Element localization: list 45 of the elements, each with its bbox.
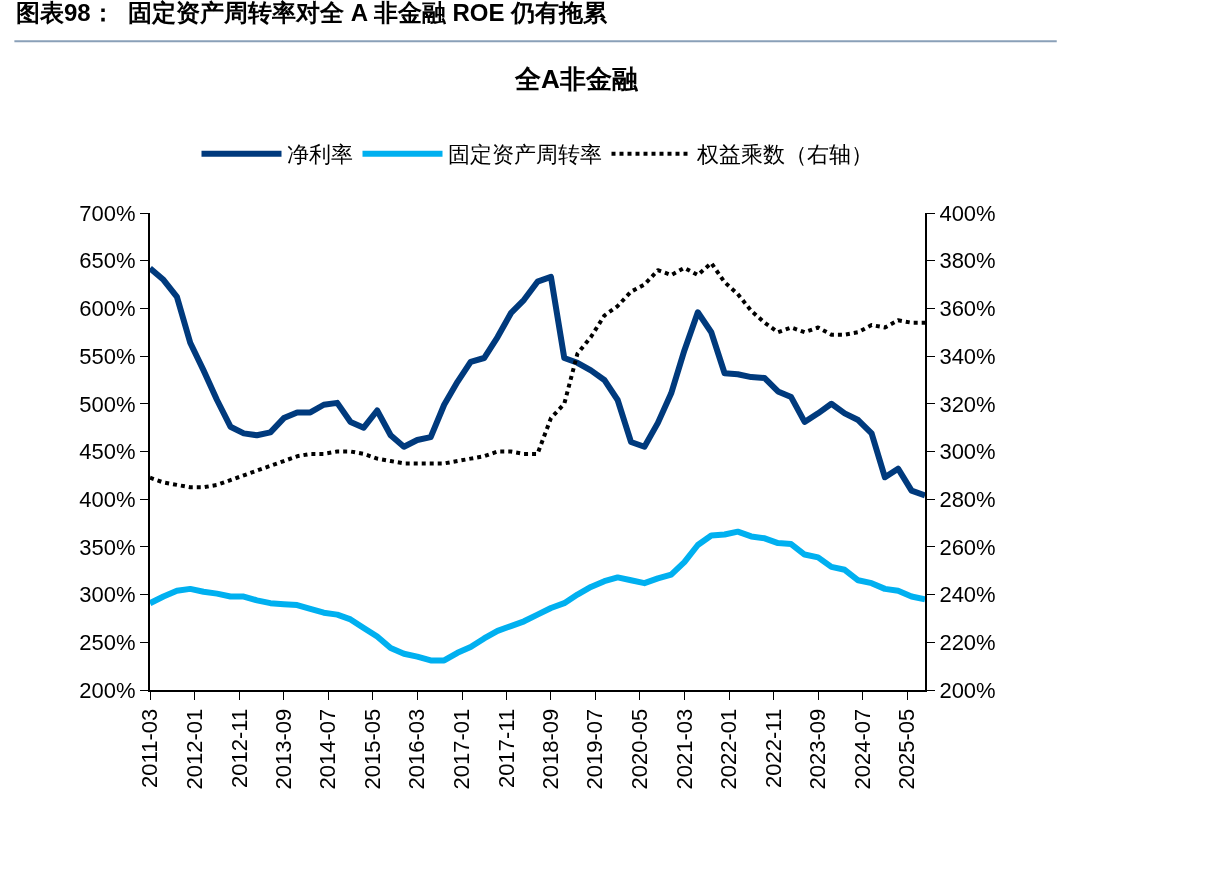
y-tick-label: 350% <box>79 534 136 560</box>
y2-tick-label: 380% <box>939 248 996 274</box>
x-tick-label: 2018-09 <box>538 708 564 790</box>
y2-tick-label: 280% <box>939 486 996 512</box>
y-tick-label: 650% <box>79 248 136 274</box>
y2-tick-label: 260% <box>939 534 996 560</box>
y-tick-label: 550% <box>79 343 136 369</box>
x-tick-label: 2025-05 <box>894 708 920 790</box>
x-tick-label: 2013-09 <box>271 708 296 790</box>
y-tick-label: 400% <box>79 486 136 512</box>
y-tick-label: 200% <box>79 677 136 703</box>
y2-tick-label: 340% <box>939 343 996 369</box>
legend-label: 净利率 <box>286 142 353 168</box>
x-tick-label: 2017-11 <box>493 708 519 788</box>
y-tick-label: 600% <box>79 296 136 322</box>
y-tick-label: 450% <box>79 439 136 465</box>
legend-label: 权益乘数（右轴） <box>695 142 873 168</box>
y2-tick-label: 320% <box>939 391 996 417</box>
x-tick-label: 2019-07 <box>582 708 608 790</box>
x-tick-label: 2012-11 <box>226 708 252 788</box>
x-tick-label: 2014-07 <box>315 708 341 790</box>
y2-tick-label: 200% <box>939 677 996 703</box>
y2-tick-label: 220% <box>939 630 996 655</box>
x-tick-label: 2022-01 <box>716 708 742 790</box>
x-tick-label: 2017-01 <box>449 708 475 790</box>
x-tick-label: 2022-11 <box>760 708 786 788</box>
chart-subtitle: 全A非金融 <box>514 64 639 94</box>
x-tick-label: 2016-03 <box>404 708 430 790</box>
x-tick-label: 2011-03 <box>137 708 163 788</box>
y2-tick-label: 360% <box>939 296 996 322</box>
x-tick-label: 2023-09 <box>805 708 831 790</box>
legend-label: 固定资产周转率 <box>447 142 602 168</box>
x-tick-label: 2024-07 <box>849 708 875 790</box>
x-tick-label: 2015-05 <box>359 708 385 790</box>
y-tick-label: 500% <box>79 391 136 417</box>
y2-tick-label: 240% <box>939 582 996 608</box>
y-tick-label: 700% <box>79 200 136 226</box>
y2-tick-label: 400% <box>939 200 996 226</box>
y2-tick-label: 300% <box>939 439 996 465</box>
y-tick-label: 250% <box>79 630 136 655</box>
x-tick-label: 2021-03 <box>671 708 697 790</box>
x-tick-label: 2020-05 <box>627 708 653 790</box>
x-tick-label: 2012-01 <box>181 708 207 790</box>
chart-title: 图表98： 固定资产周转率对全 A 非金融 ROE 仍有拖累 <box>16 0 609 26</box>
y-tick-label: 300% <box>79 582 136 608</box>
